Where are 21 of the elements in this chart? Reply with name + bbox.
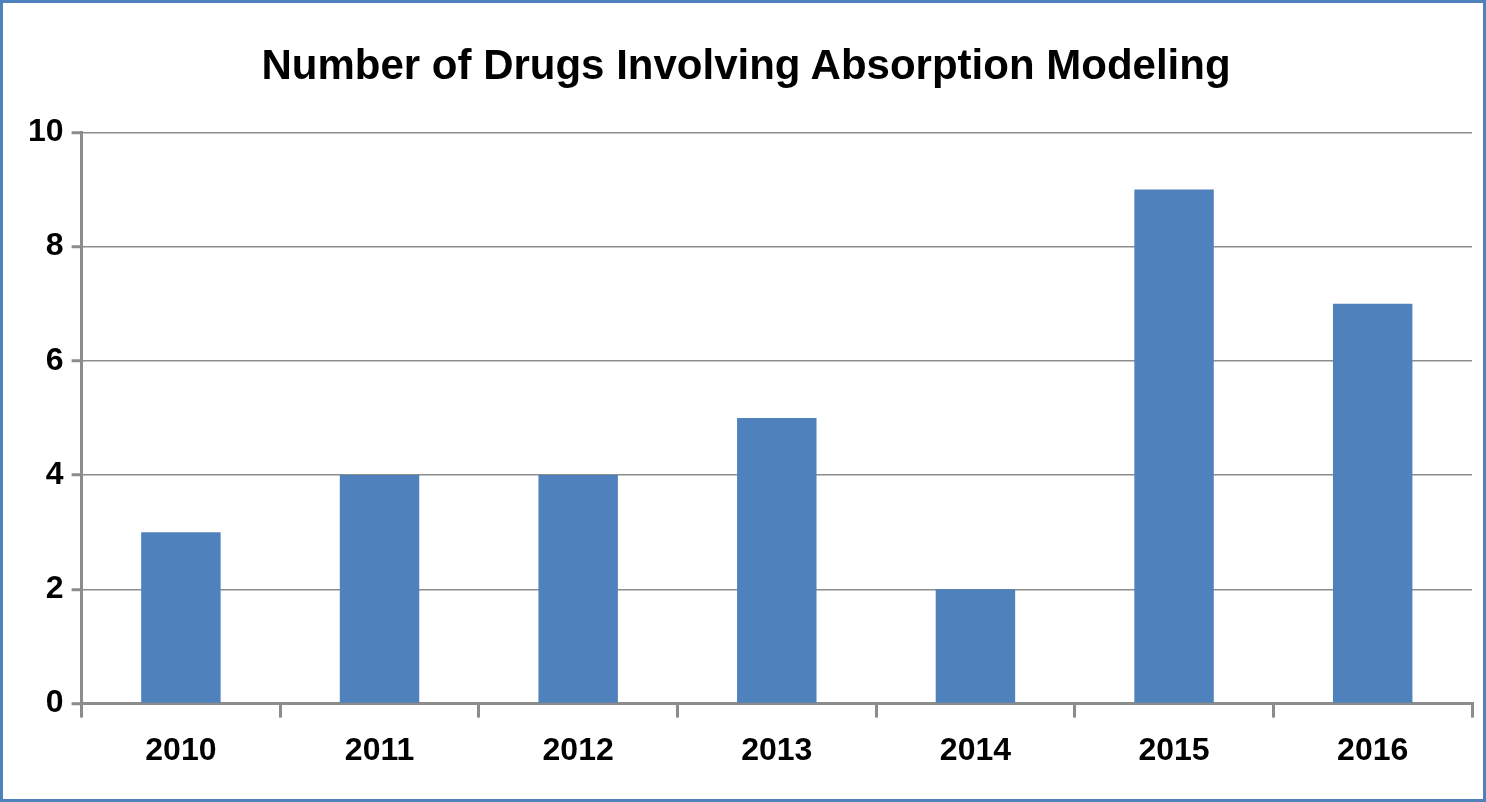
y-tick-label: 2 (45, 569, 64, 606)
x-tick-label: 2016 (1337, 730, 1409, 767)
bar (141, 532, 221, 703)
chart-title: Number of Drugs Involving Absorption Modeling (261, 40, 1231, 88)
bar (1332, 303, 1413, 703)
y-tick-label: 10 (28, 112, 64, 149)
x-tick-label: 2010 (145, 730, 217, 767)
x-tick-label: 2011 (344, 730, 415, 767)
bar (339, 475, 420, 703)
bar (935, 589, 1016, 703)
bar (737, 418, 817, 703)
bar (538, 475, 618, 703)
x-tick-label: 2015 (1138, 730, 1210, 767)
y-tick-label: 8 (45, 226, 64, 263)
y-tick-label: 6 (45, 340, 64, 377)
x-tick-label: 2013 (741, 730, 813, 767)
x-tick-label: 2012 (542, 730, 614, 767)
y-tick-label: 4 (45, 454, 64, 491)
bar (1134, 189, 1214, 703)
x-tick-label: 2014 (939, 730, 1012, 767)
y-tick-label: 0 (45, 683, 64, 720)
